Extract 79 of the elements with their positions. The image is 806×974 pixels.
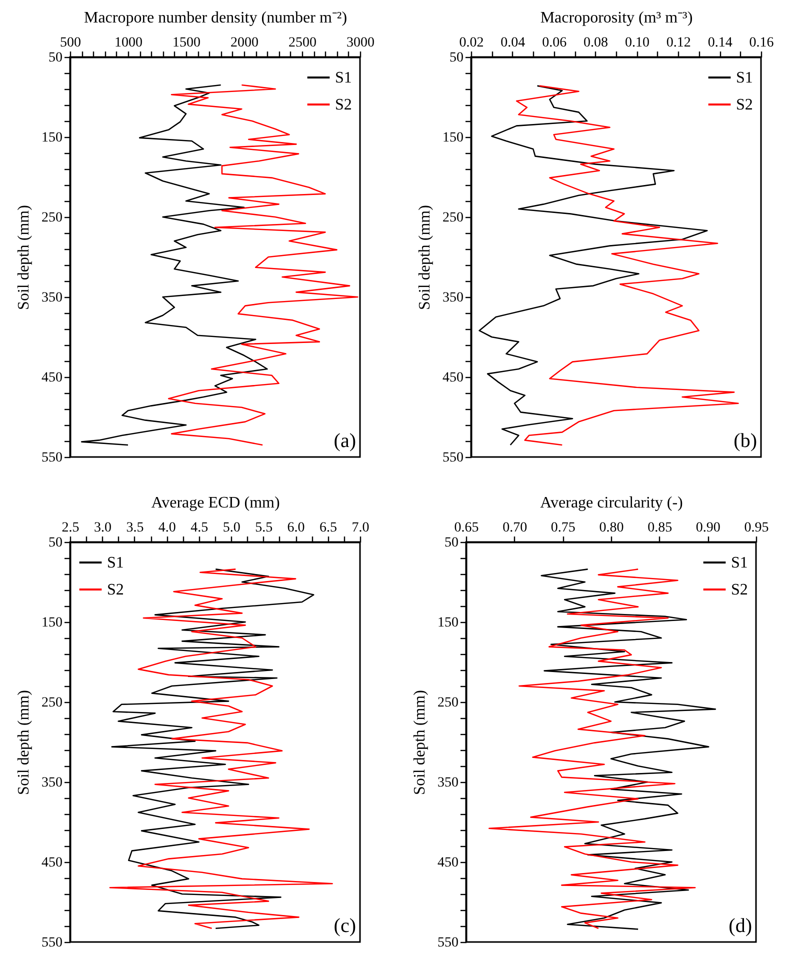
y-tick-label: 550 [42,450,62,466]
y-tick-label: 450 [42,856,62,870]
y-axis-title: Soil depth (mm) [16,205,32,310]
y-tick-label: 550 [438,936,458,950]
y-axis-title: Soil depth (mm) [412,690,428,795]
y-tick-label: 250 [442,210,464,226]
x-tick-label: 0.90 [696,520,720,536]
x-tick-label: 0.80 [599,520,624,536]
y-tick-label: 150 [438,616,458,630]
x-tick-label: 1500 [172,36,200,50]
y-tick-label: 50 [48,536,62,550]
line-series [540,568,716,930]
x-tick-label: 0.02 [459,36,484,50]
legend-label: S2 [107,582,124,598]
legend-label: S2 [731,582,748,598]
y-axis-title: Soil depth (mm) [16,690,32,795]
legend-label: S2 [335,96,352,114]
x-tick-label: 0.75 [550,520,576,536]
x-tick-label: 4.0 [158,520,176,536]
annotation: (a) [334,430,356,452]
x-axis-title: Macroporosity (m³ m⁻³) [540,10,693,26]
x-axis-title: Macropore number density (number m⁻²) [84,10,348,26]
annotation: (b) [734,430,757,452]
y-tick-label: 550 [42,936,62,950]
annotation: (c) [334,915,356,937]
y-tick-label: 50 [48,50,62,66]
y-tick-label: 50 [444,536,458,550]
line-series [488,568,696,930]
y-tick-label: 50 [450,50,464,66]
x-tick-label: 6.0 [287,520,305,536]
y-tick-label: 150 [42,616,62,630]
x-axis-title: Average ECD (mm) [151,494,280,512]
annotation: (d) [728,915,752,937]
legend-label: S1 [731,554,748,572]
x-tick-label: 0.65 [454,520,479,536]
x-axis-title: Average circularity (-) [540,494,683,512]
x-tick-label: 5.0 [222,520,240,536]
x-tick-label: 5.5 [255,520,273,536]
x-tick-label: 2500 [288,36,316,50]
x-tick-label: 0.85 [648,520,672,536]
x-tick-label: 2000 [230,36,258,50]
x-tick-label: 3000 [346,36,374,50]
y-tick-label: 450 [42,370,62,386]
x-tick-label: 0.06 [542,36,567,50]
x-tick-label: 500 [60,36,81,50]
y-tick-label: 350 [42,290,62,306]
y-tick-label: 150 [442,130,464,146]
legend-label: S2 [736,96,753,114]
y-tick-label: 450 [442,370,464,386]
y-tick-label: 250 [438,696,458,710]
x-tick-label: 0.08 [584,36,608,50]
y-tick-label: 350 [42,776,62,790]
x-tick-label: 3.0 [94,520,112,536]
x-tick-label: 0.14 [708,36,732,50]
x-tick-label: 3.5 [126,520,144,536]
line-series [478,85,708,446]
x-tick-label: 0.10 [624,36,650,50]
x-tick-label: 4.5 [190,520,208,536]
y-tick-label: 350 [442,290,464,306]
legend-label: S1 [107,554,124,572]
y-tick-label: 550 [442,450,464,466]
x-tick-label: 0.70 [502,520,528,536]
line-series [80,84,268,446]
x-tick-label: 6.5 [320,520,338,536]
x-tick-label: 0.12 [666,36,691,50]
x-tick-label: 7.0 [352,520,370,536]
legend-label: S1 [335,70,352,86]
x-tick-label: 0.95 [744,520,769,536]
y-tick-label: 250 [42,210,62,226]
legend-label: S1 [736,70,753,86]
x-tick-label: 2.5 [62,520,80,536]
y-tick-label: 350 [438,776,458,790]
y-axis-title: Soil depth (mm) [416,205,434,310]
y-tick-label: 450 [438,856,458,870]
x-tick-label: 0.04 [500,36,526,50]
y-tick-label: 250 [42,696,62,710]
x-tick-label: 1000 [114,36,142,50]
x-tick-label: 0.16 [749,36,774,50]
y-tick-label: 150 [42,130,62,146]
